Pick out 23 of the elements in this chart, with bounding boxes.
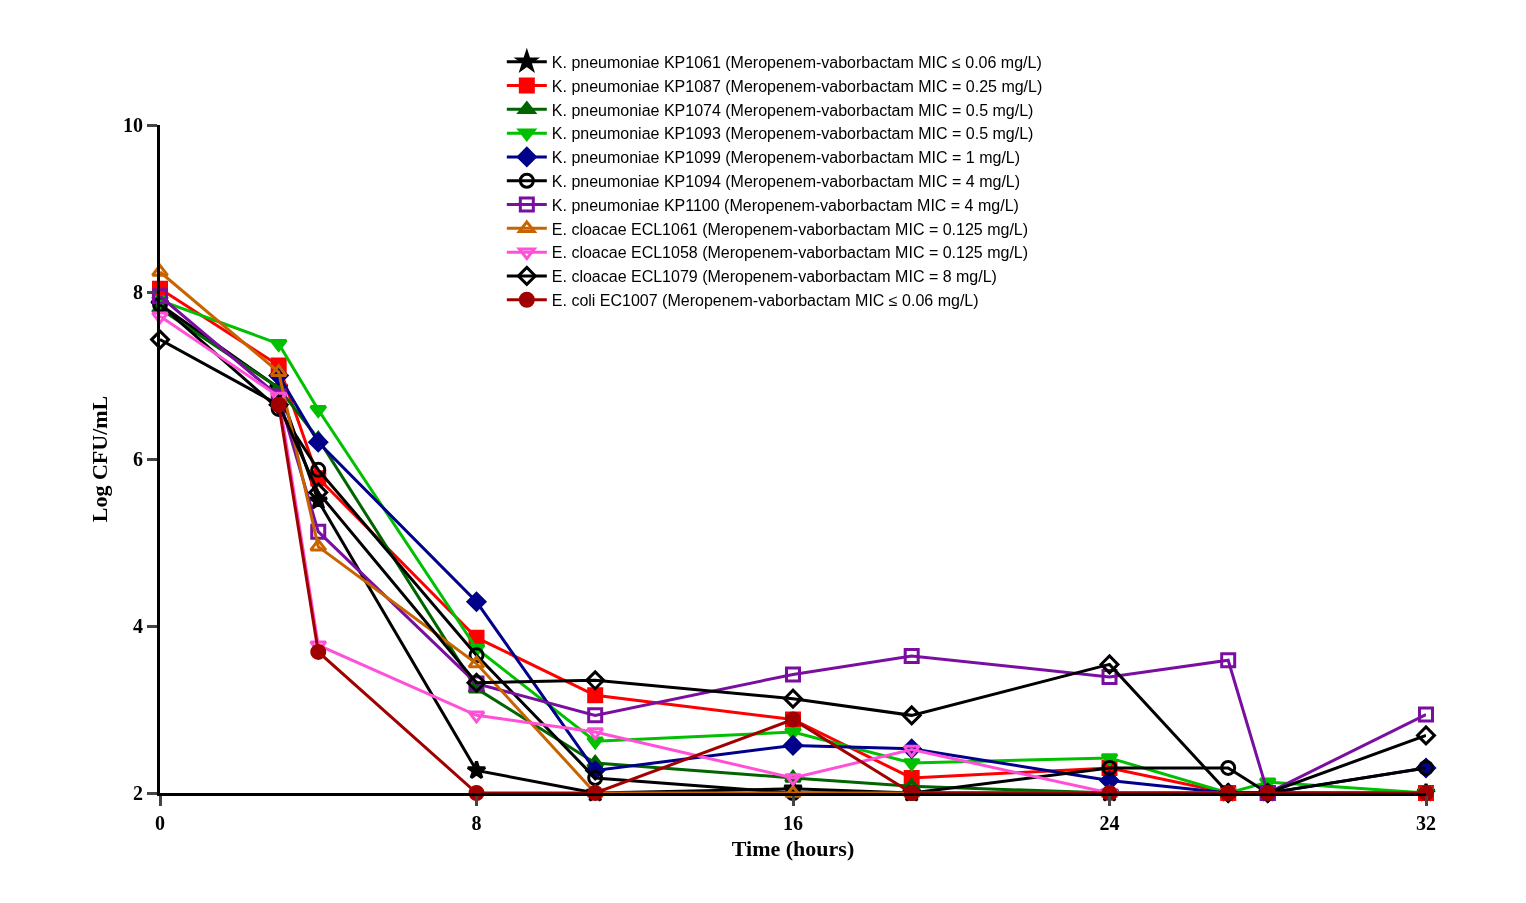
y-tick-label: 10 [123, 114, 143, 136]
legend-label: K. pneumoniae KP1087 (Meropenem-vaborbactam MIC = 0.25 mg/L) [551, 77, 1043, 95]
y-tick-label: 6 [133, 448, 143, 470]
x-tick-label: 8 [471, 812, 482, 834]
y-tick-label: 4 [133, 615, 143, 637]
legend-label: K. pneumoniae KP1100 (Meropenem-vaborbactam MIC = 4 mg/L) [551, 196, 1019, 214]
legend-label: K. pneumoniae KP1074 (Meropenem-vaborbactam MIC = 0.5 mg/L) [551, 101, 1034, 119]
x-tick-label: 16 [783, 812, 803, 834]
legend-label: E. cloacae ECL1079 (Meropenem-vaborbactam MIC = 8 mg/L) [551, 268, 997, 286]
y-tick-label: 8 [133, 281, 143, 303]
legend-label: E. coli EC1007 (Meropenem-vaborbactam MIC ≤ 0.06 mg/L) [551, 291, 979, 309]
y-axis-title: Log CFU/mL [86, 395, 112, 523]
legend-label: K. pneumoniae KP1099 (Meropenem-vaborbactam MIC = 1 mg/L) [551, 149, 1021, 167]
x-tick-label: 32 [1416, 812, 1436, 834]
y-tick-label: 2 [133, 782, 143, 804]
x-axis-title: Time (hours) [731, 835, 855, 861]
x-tick-label: 0 [155, 812, 165, 834]
legend-label: K. pneumoniae KP1093 (Meropenem-vaborbactam MIC = 0.5 mg/L) [551, 125, 1034, 143]
x-tick-label: 24 [1099, 812, 1120, 834]
legend-label: K. pneumoniae KP1094 (Meropenem-vaborbactam MIC = 4 mg/L) [551, 172, 1021, 190]
legend-label: K. pneumoniae KP1061 (Meropenem-vaborbactam MIC ≤ 0.06 mg/L) [551, 53, 1042, 71]
legend-label: E. cloacae ECL1061 (Meropenem-vaborbactam MIC = 0.125 mg/L) [551, 220, 1029, 238]
legend-label: E. cloacae ECL1058 (Meropenem-vaborbactam MIC = 0.125 mg/L) [551, 244, 1029, 262]
